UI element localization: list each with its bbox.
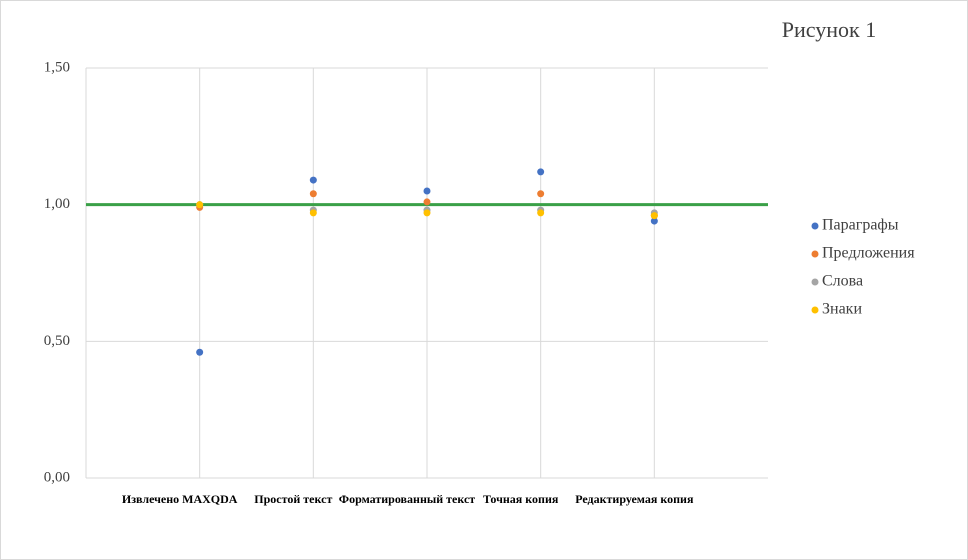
point xyxy=(423,198,431,206)
x-tick-label: Редактируемая копия xyxy=(575,492,694,506)
point xyxy=(423,187,431,195)
y-tick-label: 1,50 xyxy=(44,59,70,75)
legend-label: Предложения xyxy=(822,245,915,262)
chart-title: Рисунок 1 xyxy=(782,17,876,42)
x-tick-label: Форматированный текст xyxy=(339,492,476,506)
x-tick-label: Простой текст xyxy=(254,492,332,506)
point xyxy=(537,190,545,198)
point xyxy=(423,209,431,217)
point xyxy=(650,212,658,220)
point xyxy=(309,176,317,184)
legend-label: Параграфы xyxy=(822,217,899,234)
x-tick-label: Точная копия xyxy=(483,492,559,506)
point xyxy=(650,217,658,225)
legend-label: Слова xyxy=(822,273,863,290)
point xyxy=(196,201,204,209)
legend-label: Знаки xyxy=(822,301,862,318)
y-tick-label: 0,50 xyxy=(44,333,70,349)
y-tick-label: 1,00 xyxy=(44,196,70,212)
x-tick-label: Извлечено MAXQDA xyxy=(122,492,238,506)
point xyxy=(537,168,545,176)
legend-marker xyxy=(811,278,819,286)
point xyxy=(196,348,204,356)
point xyxy=(309,190,317,198)
legend-marker xyxy=(811,306,819,314)
y-tick-label: 0,00 xyxy=(44,469,70,485)
point xyxy=(537,209,545,217)
point xyxy=(309,209,317,217)
legend-marker xyxy=(811,222,819,230)
legend-marker xyxy=(811,250,819,258)
